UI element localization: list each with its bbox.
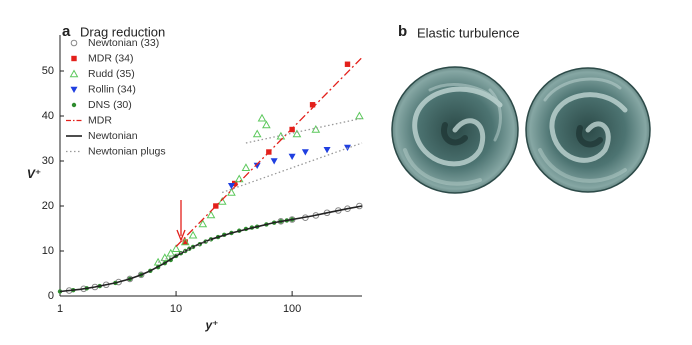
- turbulence-image: [525, 67, 651, 193]
- point: [289, 126, 295, 133]
- y-axis-label: V⁺: [27, 167, 41, 181]
- point: [301, 149, 309, 156]
- legend-swatch: [69, 69, 79, 78]
- legend-swatch: [71, 55, 77, 62]
- point: [323, 146, 331, 154]
- annotation-arrow: [176, 200, 186, 242]
- series: [227, 144, 351, 190]
- legend: Newtonian (33) MDR (34) Rudd (35) Rollin (3…: [66, 37, 166, 157]
- y-tick-label: 10: [42, 245, 54, 257]
- panel-label: b: [398, 23, 407, 40]
- legend-swatch: [71, 102, 77, 108]
- chart-title: Drag reduction: [80, 24, 165, 39]
- series: [157, 117, 363, 263]
- point: [234, 174, 244, 183]
- series: [59, 205, 363, 293]
- point: [270, 158, 278, 165]
- point: [311, 124, 321, 133]
- point: [344, 61, 351, 67]
- point: [253, 162, 261, 169]
- point: [160, 253, 170, 262]
- y-tick-label: 40: [42, 110, 54, 122]
- point: [292, 129, 302, 138]
- x-tick-label: 100: [283, 303, 301, 315]
- legend-swatch: [70, 86, 78, 93]
- point: [213, 203, 219, 209]
- point: [206, 210, 216, 219]
- point: [288, 153, 296, 160]
- series: [175, 57, 363, 247]
- legend-label: Rudd (35): [88, 68, 135, 80]
- x-tick-label: 1: [57, 303, 63, 315]
- legend-label: DNS (30): [88, 99, 132, 111]
- point: [188, 230, 198, 239]
- legend-swatch: [70, 39, 78, 47]
- point: [137, 271, 145, 279]
- y-tick-label: 0: [48, 290, 54, 302]
- point: [257, 113, 267, 122]
- x-tick-label: 10: [170, 303, 182, 315]
- series-line: [175, 57, 363, 247]
- x-axis-label: y⁺: [204, 318, 218, 332]
- point: [309, 102, 316, 108]
- legend-label: MDR: [88, 114, 112, 126]
- point: [356, 202, 363, 210]
- point: [180, 237, 190, 246]
- series-line: [59, 205, 363, 293]
- point: [262, 120, 271, 129]
- point: [227, 182, 235, 190]
- legend-label: Newtonian (33): [88, 37, 159, 49]
- legend-label: MDR (34): [88, 52, 134, 64]
- point: [231, 180, 238, 187]
- turbulence-image: [391, 66, 519, 194]
- point: [217, 196, 227, 205]
- point: [171, 244, 181, 253]
- y-tick-label: 30: [42, 155, 54, 167]
- y-tick-label: 20: [42, 200, 54, 212]
- panel-label: a: [62, 23, 71, 40]
- panel-title: Elastic turbulence: [417, 25, 520, 40]
- legend-label: Newtonian: [88, 130, 138, 142]
- point: [241, 163, 251, 172]
- point: [182, 239, 188, 245]
- point: [355, 111, 364, 120]
- point: [198, 219, 208, 228]
- legend-label: Rollin (34): [88, 83, 136, 95]
- y-tick-label: 50: [42, 65, 54, 77]
- legend-label: Newtonian plugs: [88, 145, 166, 157]
- point: [252, 129, 262, 138]
- point: [166, 248, 176, 257]
- series-line: [157, 117, 363, 263]
